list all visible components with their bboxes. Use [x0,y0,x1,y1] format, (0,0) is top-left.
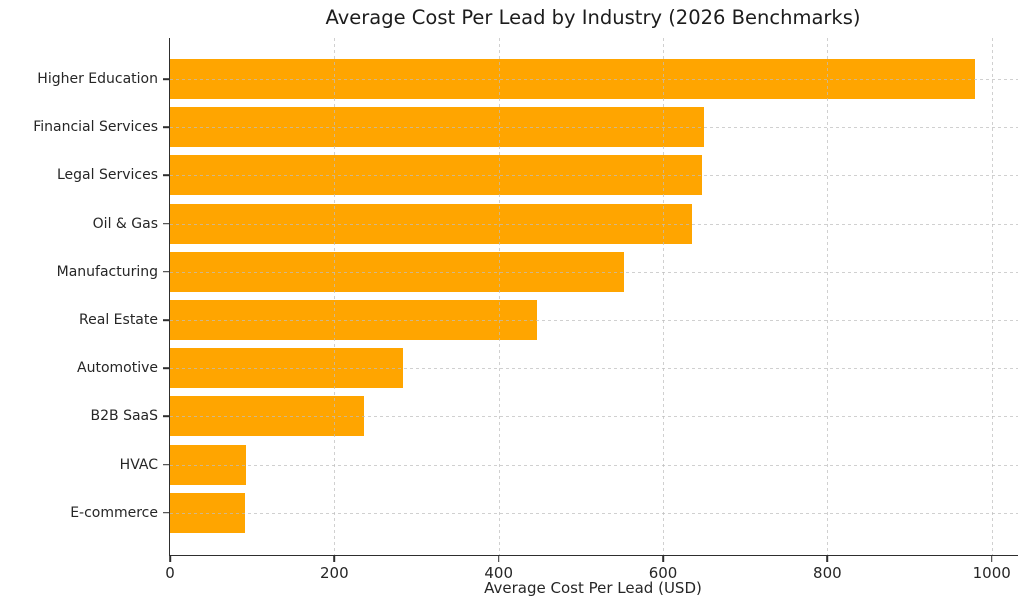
y-gridline [170,368,1018,370]
x-tick-mark [333,555,336,562]
y-category-label: Higher Education [37,71,158,87]
y-gridline [170,127,1018,129]
y-category-label: Automotive [77,360,158,377]
y-tick-mark [163,78,170,80]
y-gridline [170,79,1018,80]
x-gridline [827,38,829,555]
y-gridline [170,320,1018,321]
chart-title: Average Cost Per Lead by Industry (2026 … [325,6,861,29]
x-tick-mark [497,555,500,562]
x-tick-mark [990,555,993,562]
y-gridline [170,464,1018,466]
y-category-label: E-commerce [70,504,158,521]
y-tick-mark [163,126,170,128]
x-gridline [663,38,665,555]
x-gridline [334,38,336,555]
x-gridline [991,38,993,555]
y-category-label: B2B SaaS [90,408,159,425]
y-tick-mark [163,271,170,273]
y-category-label: Oil & Gas [92,215,158,232]
y-category-label: Legal Services [56,167,158,184]
y-gridline [170,416,1018,418]
y-tick-mark [163,512,170,514]
y-category-label: Financial Services [33,119,158,136]
x-tick-mark [662,555,664,562]
y-tick-mark [163,222,170,225]
x-gridline [498,38,500,555]
x-tick-mark [169,555,171,562]
x-tick-label: 800 [813,564,842,582]
x-tick-label: 200 [320,564,349,582]
y-tick-mark [163,319,170,321]
y-category-label: HVAC [119,456,158,473]
y-gridline [170,223,1018,225]
x-tick-label: 1000 [972,564,1011,582]
x-tick-label: 0 [165,564,175,582]
y-tick-mark [163,415,170,418]
y-tick-mark [163,463,170,466]
y-category-label: Manufacturing [56,263,158,280]
y-gridline [170,175,1018,177]
plot-area: 0 200 400 600 800 1000 Higher Education Financi… [33,38,1018,581]
y-category-label: Real Estate [79,312,158,328]
x-tick-label: 600 [648,564,678,582]
y-gridline [170,271,1018,273]
x-tick-mark [826,555,829,562]
y-gridline [170,512,1018,514]
y-tick-mark [163,367,170,369]
y-tick-mark [163,174,170,177]
x-axis-label: Average Cost Per Lead (USD) [484,579,702,597]
x-tick-label: 400 [484,564,513,582]
